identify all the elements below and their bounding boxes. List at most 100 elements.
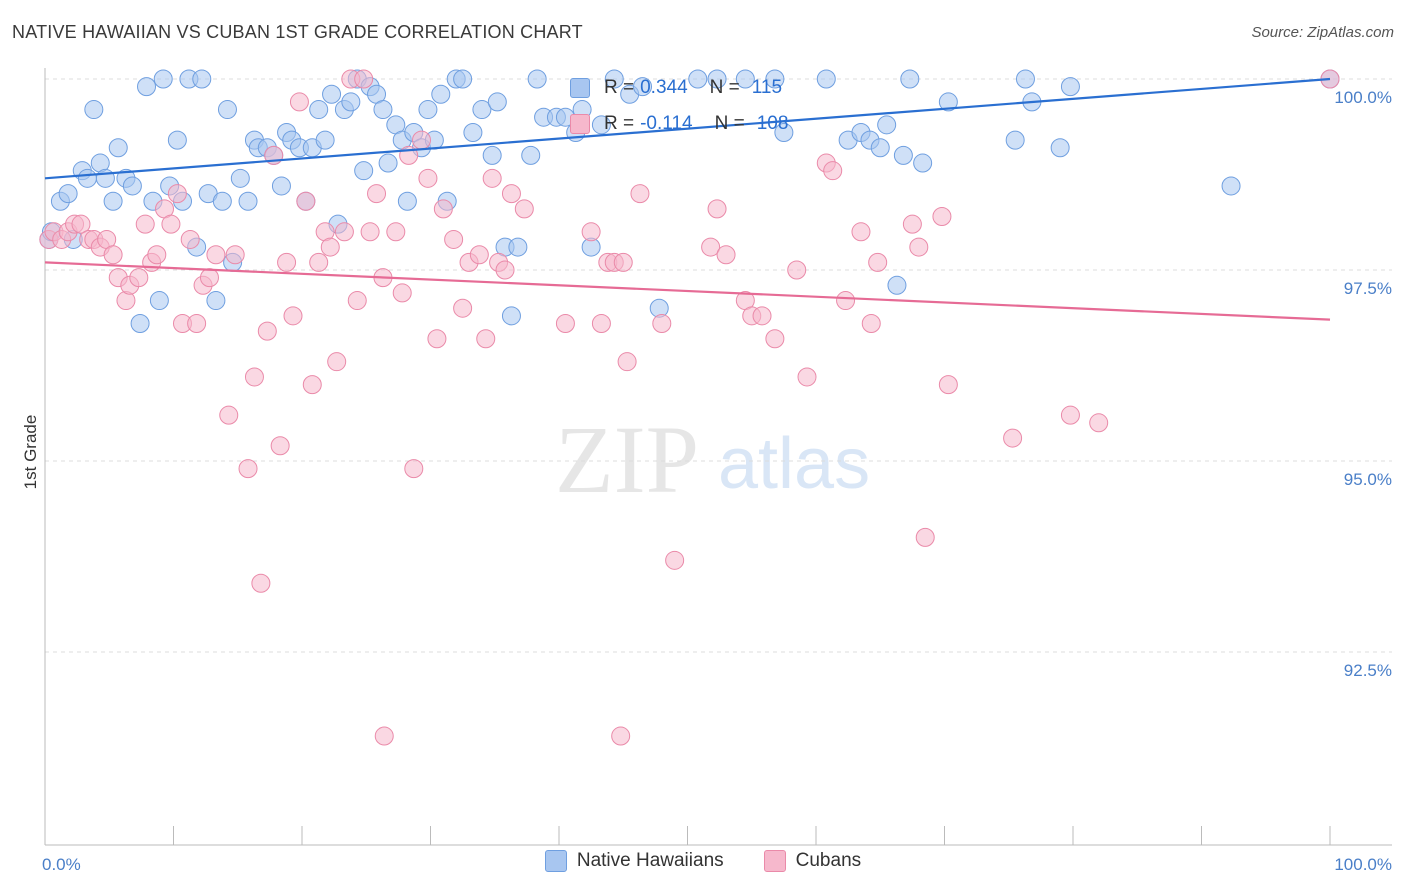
point-native-hawaiians (1060, 77, 1080, 97)
point-cubans (167, 184, 187, 204)
point-native-hawaiians (77, 168, 97, 188)
point-cubans (404, 459, 424, 479)
tick-labels: 100.0% 97.5% 95.0% 92.5% 0.0% 100.0% (42, 88, 1392, 874)
point-native-hawaiians (122, 176, 142, 196)
trend-lines (44, 77, 1331, 321)
point-native-hawaiians (315, 130, 335, 150)
point-native-hawaiians (137, 77, 157, 97)
point-native-hawaiians (887, 275, 907, 295)
point-native-hawaiians (103, 191, 123, 211)
point-cubans (787, 260, 807, 280)
r-value: 0.344 (640, 77, 688, 98)
point-native-hawaiians (501, 306, 521, 326)
point-cubans (581, 222, 601, 242)
point-cubans (161, 214, 181, 234)
point-cubans (765, 329, 785, 349)
point-native-hawaiians (230, 168, 250, 188)
point-cubans (1060, 405, 1080, 425)
watermark-zip: ZIP (555, 406, 699, 513)
r-label: R = (604, 113, 635, 134)
point-native-hawaiians (271, 176, 291, 196)
point-native-hawaiians (487, 92, 507, 112)
point-cubans (199, 268, 219, 288)
points (39, 69, 1340, 746)
y-tick-label: 95.0% (1344, 470, 1392, 489)
stats-row-native-hawaiians: R = 0.344 N = 115 (570, 70, 788, 106)
x-tick-label: 0.0% (42, 855, 81, 874)
y-axis-label: 1st Grade (21, 415, 40, 490)
point-native-hawaiians (877, 115, 897, 135)
legend-swatch-native-hawaiians (544, 850, 567, 872)
point-cubans (302, 375, 322, 395)
point-cubans (244, 367, 264, 387)
point-native-hawaiians (418, 100, 438, 120)
point-native-hawaiians (453, 69, 473, 89)
point-cubans (611, 726, 631, 746)
point-native-hawaiians (341, 92, 361, 112)
stats-row-cubans: R = -0.114 N = 108 (570, 106, 788, 142)
point-native-hawaiians (1015, 69, 1035, 89)
point-native-hawaiians (206, 291, 226, 311)
point-native-hawaiians (167, 130, 187, 150)
point-cubans (225, 245, 245, 265)
point-cubans (347, 291, 367, 311)
point-cubans (296, 191, 316, 211)
point-cubans (289, 92, 309, 112)
r-label: R = (604, 77, 635, 98)
point-cubans (187, 313, 207, 333)
point-cubans (716, 245, 736, 265)
point-native-hawaiians (354, 161, 374, 181)
point-cubans (630, 184, 650, 204)
point-cubans (915, 527, 935, 547)
point-native-hawaiians (309, 100, 329, 120)
legend-item-cubans[interactable]: Cubans (763, 850, 862, 872)
point-cubans (469, 245, 489, 265)
n-label: N = (709, 77, 740, 98)
point-cubans (501, 184, 521, 204)
point-cubans (591, 313, 611, 333)
stats-swatch-cubans (570, 114, 590, 134)
y-tick-label: 92.5% (1344, 661, 1392, 680)
point-cubans (386, 222, 406, 242)
point-cubans (135, 214, 155, 234)
point-cubans (476, 329, 496, 349)
point-cubans (71, 214, 91, 234)
legend-label-cubans: Cubans (795, 850, 862, 871)
axes (44, 68, 1392, 846)
legend-item-native-hawaiians[interactable]: Native Hawaiians (544, 850, 724, 872)
point-cubans (180, 229, 200, 249)
point-native-hawaiians (508, 237, 528, 257)
point-cubans (238, 459, 258, 479)
point-cubans (617, 352, 637, 372)
r-value: -0.114 (640, 113, 693, 134)
point-cubans (701, 237, 721, 257)
point-native-hawaiians (604, 69, 624, 89)
point-cubans (555, 313, 575, 333)
y-tick-label: 97.5% (1344, 279, 1392, 298)
n-label: N = (714, 113, 745, 134)
point-native-hawaiians (192, 69, 212, 89)
point-cubans (219, 405, 239, 425)
point-cubans (851, 222, 871, 242)
chart-title: NATIVE HAWAIIAN VS CUBAN 1ST GRADE CORRE… (12, 22, 583, 42)
point-native-hawaiians (688, 69, 708, 89)
point-native-hawaiians (913, 153, 933, 173)
point-cubans (1089, 413, 1109, 433)
legend-label-native-hawaiians: Native Hawaiians (576, 850, 724, 871)
point-native-hawaiians (707, 69, 727, 89)
point-native-hawaiians (816, 69, 836, 89)
point-native-hawaiians (108, 138, 128, 158)
point-native-hawaiians (322, 84, 342, 104)
point-cubans (868, 252, 888, 272)
point-native-hawaiians (633, 77, 653, 97)
point-cubans (861, 313, 881, 333)
point-cubans (444, 229, 464, 249)
n-value: 108 (756, 113, 789, 134)
point-cubans (354, 69, 374, 89)
point-cubans (514, 199, 534, 219)
point-native-hawaiians (1005, 130, 1025, 150)
point-cubans (652, 313, 672, 333)
point-native-hawaiians (378, 153, 398, 173)
grid (45, 78, 1392, 653)
